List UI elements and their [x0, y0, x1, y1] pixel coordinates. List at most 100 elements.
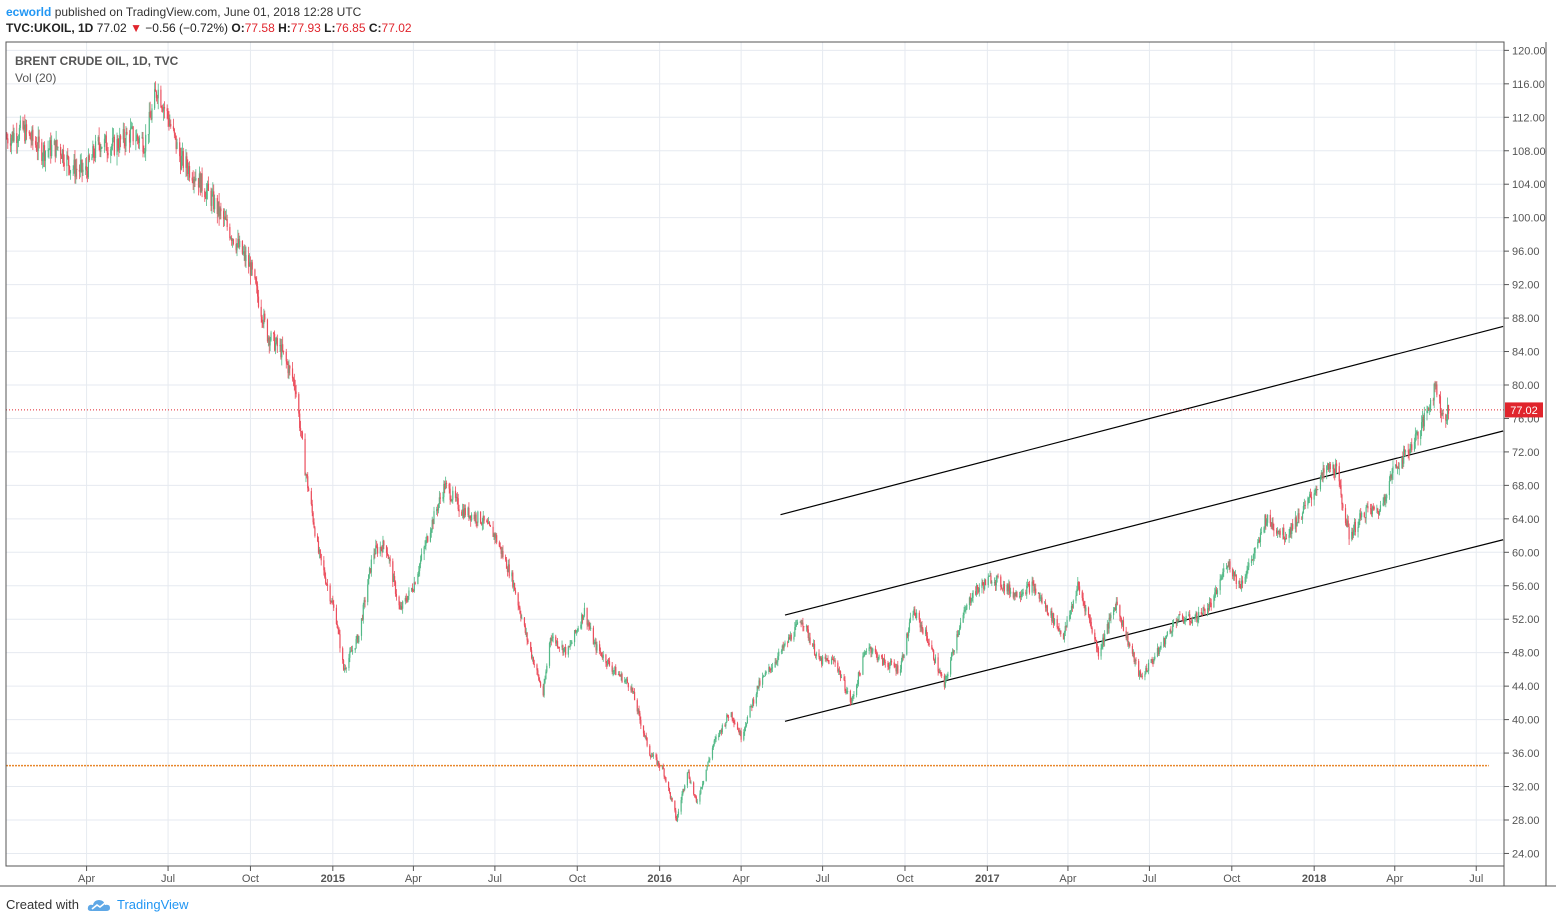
candle-body — [43, 145, 45, 157]
candle-body — [1285, 537, 1288, 539]
candle-body — [1385, 498, 1387, 502]
candle-body — [29, 133, 31, 139]
candle-body — [878, 655, 880, 659]
candle-body — [294, 386, 296, 392]
candle-body — [1144, 673, 1146, 677]
candle-body — [10, 137, 12, 146]
candle-body — [144, 151, 146, 153]
change-value: −0.56 (−0.72%) — [145, 21, 229, 35]
candle-body — [794, 627, 796, 637]
candle-body — [982, 582, 984, 585]
candle-body — [984, 579, 986, 590]
candle-body — [1172, 622, 1175, 624]
candle-body — [813, 643, 816, 655]
candle-body — [1333, 464, 1335, 474]
candle-body — [1250, 559, 1253, 563]
candle-body — [952, 651, 954, 653]
candle-body — [282, 344, 284, 351]
candle-body — [354, 648, 356, 651]
candle-body — [1320, 472, 1322, 479]
candle-body — [200, 173, 202, 193]
candle-body — [668, 787, 671, 793]
candle-body — [257, 296, 260, 307]
candle-body — [235, 243, 237, 251]
candle-body — [236, 243, 238, 251]
candle-body — [995, 577, 997, 586]
candle-body — [1417, 431, 1419, 439]
candle-body — [301, 431, 303, 439]
candle-body — [1110, 615, 1112, 619]
candle-body — [12, 131, 14, 141]
candle-body — [436, 509, 438, 512]
candle-body — [101, 146, 103, 149]
candle-body — [122, 129, 124, 140]
candle-body — [1415, 432, 1417, 435]
candle-body — [1132, 652, 1134, 654]
candle-body — [1053, 613, 1055, 625]
candle-body — [545, 671, 547, 680]
candle-body — [1152, 661, 1154, 663]
candle-body — [488, 522, 490, 524]
candle-body — [725, 721, 727, 726]
candle-body — [1190, 621, 1192, 623]
candle-body — [433, 511, 435, 525]
candle-body — [881, 655, 883, 658]
candle-body — [1404, 449, 1406, 452]
candle-body — [724, 725, 726, 727]
candle-body — [1259, 532, 1262, 543]
candle-body — [172, 126, 175, 130]
time-axis[interactable]: Apr Jul Oct 2015 Apr Jul Oct 2016 Apr Jul Oct 2017 A… — [78, 866, 1483, 885]
candle-body — [558, 647, 560, 649]
candle-body — [846, 691, 848, 693]
candle-body — [326, 584, 329, 586]
candle-body — [1439, 396, 1442, 414]
candle-body — [319, 549, 321, 555]
candle-body — [675, 810, 677, 819]
candle-body — [369, 568, 372, 573]
candle-body — [625, 679, 628, 681]
candle-body — [1314, 493, 1316, 494]
candle-body — [364, 600, 366, 603]
price-axis[interactable]: 24.00 28.00 32.00 36.00 40.00 44.00 48.00 52.00… — [1504, 45, 1546, 860]
candle-body — [877, 658, 879, 660]
candle-body — [1436, 384, 1438, 395]
candle-body — [958, 628, 961, 631]
candle-body — [926, 635, 928, 643]
candle-body — [308, 488, 310, 492]
candle-body — [138, 137, 141, 143]
author-link[interactable]: ecworld — [6, 5, 52, 19]
time-tick-label: Apr — [1386, 873, 1403, 885]
candle-body — [1039, 598, 1041, 599]
price-tick-label: 108.00 — [1512, 146, 1546, 158]
candle-body — [1410, 444, 1412, 449]
candle-body — [1213, 596, 1215, 608]
candle-body — [956, 634, 958, 651]
candle-body — [223, 216, 226, 219]
candle-body — [1215, 589, 1218, 595]
channel-upper-line — [780, 325, 1504, 516]
candle-body — [713, 740, 715, 745]
candle-body — [925, 629, 928, 636]
tradingview-link[interactable]: TradingView — [116, 897, 189, 912]
candle-body — [702, 783, 704, 788]
candle-body — [872, 648, 874, 652]
candle-body — [104, 135, 106, 139]
candle-body — [633, 691, 635, 693]
candle-body — [1038, 592, 1040, 599]
candle-body — [958, 630, 960, 635]
candle-body — [477, 511, 479, 523]
candle-body — [1215, 589, 1217, 593]
candle-body — [1214, 592, 1216, 597]
price-tick-label: 32.00 — [1512, 782, 1540, 794]
candle-body — [1377, 508, 1379, 513]
candle-body — [193, 179, 195, 184]
candle-body — [869, 646, 871, 648]
candle-body — [348, 657, 350, 669]
candle-body — [919, 619, 921, 628]
candle-body — [1101, 644, 1103, 649]
candle-body — [176, 142, 178, 149]
candle-body — [1000, 576, 1002, 587]
candle-body — [1047, 613, 1049, 616]
candle-body — [569, 644, 571, 647]
